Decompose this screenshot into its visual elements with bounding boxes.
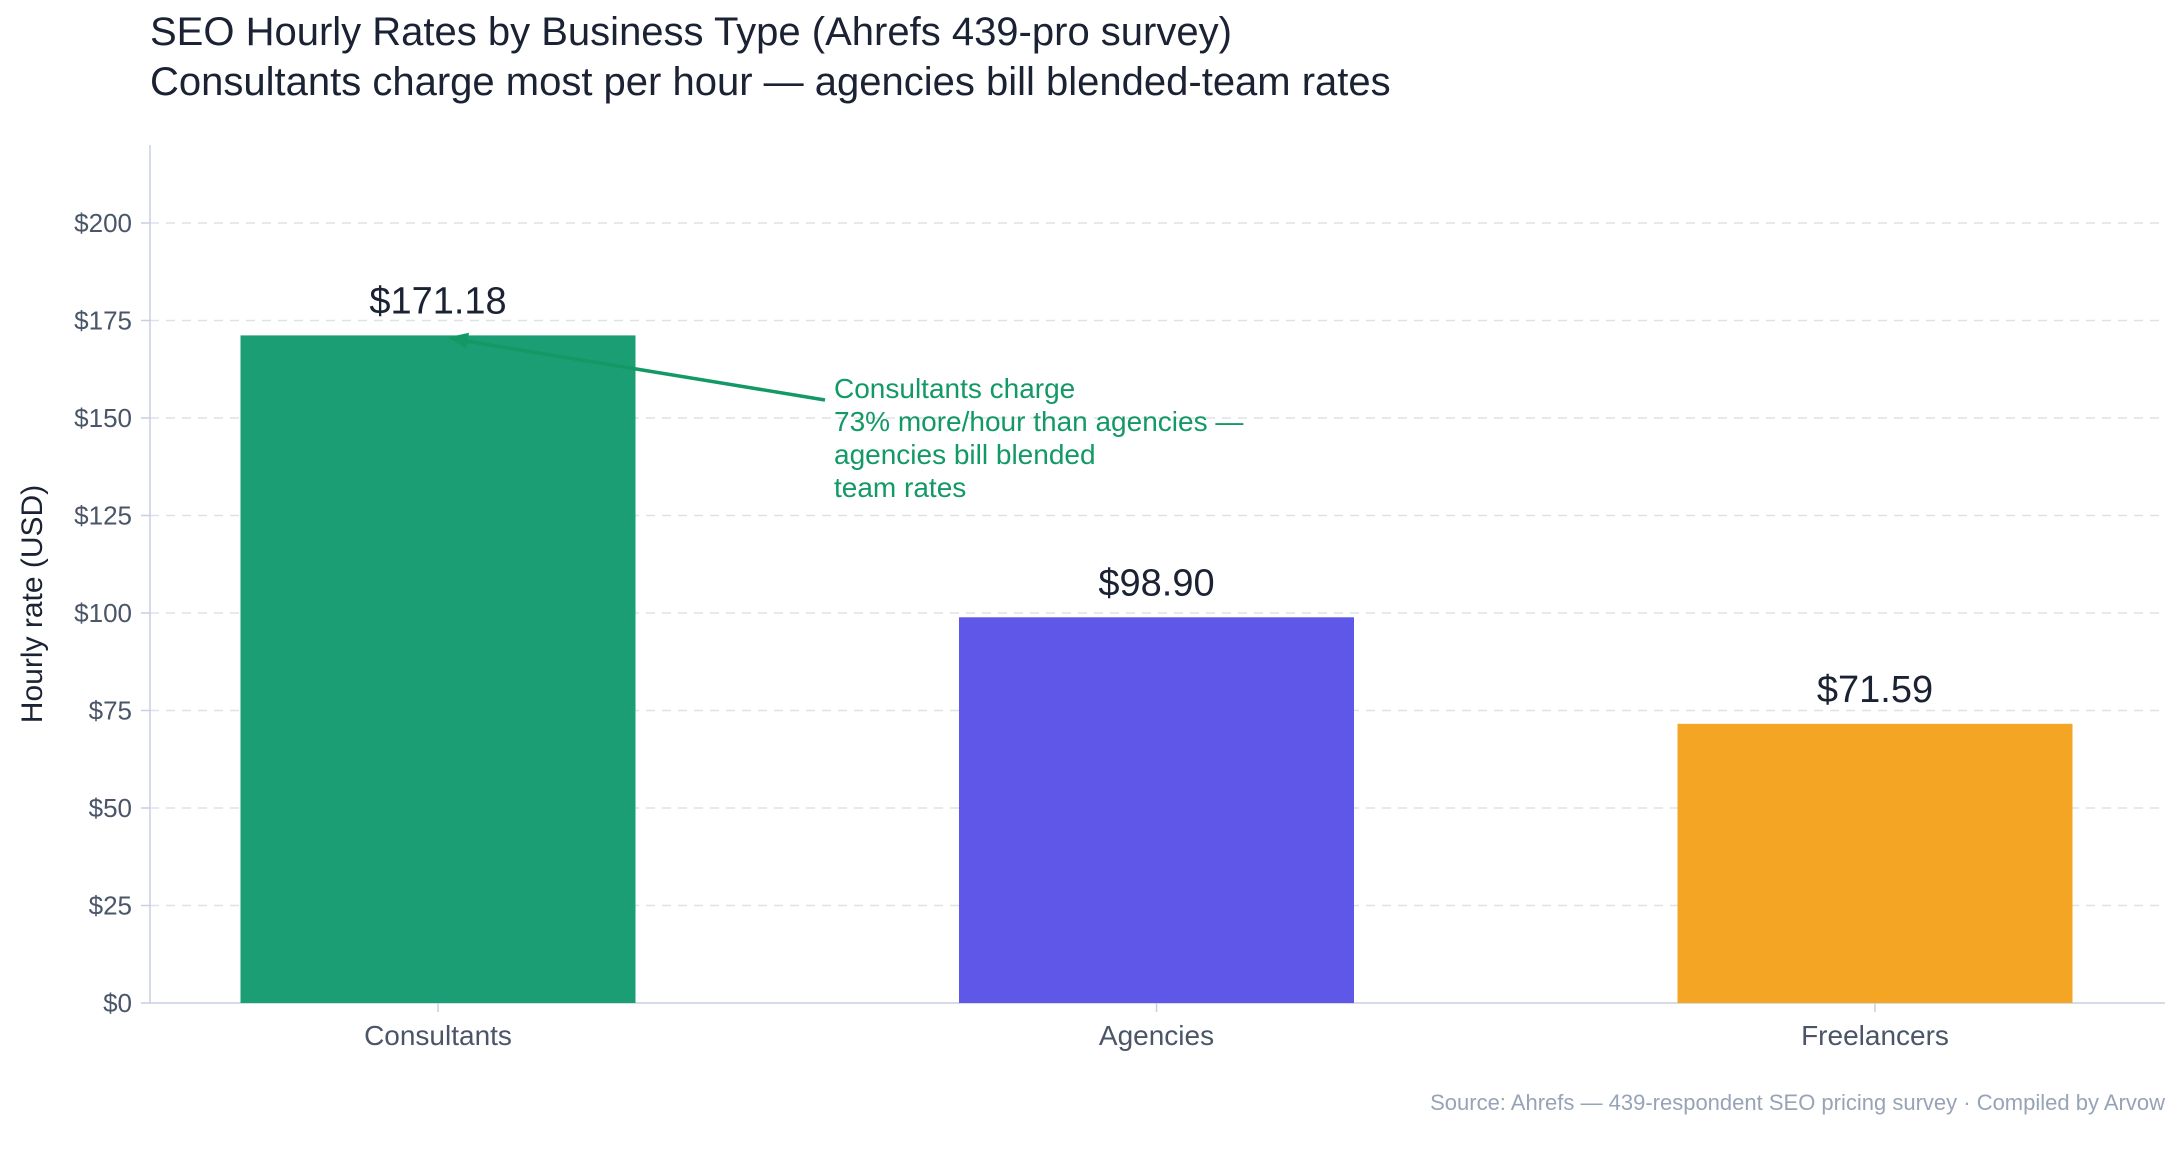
- y-tick-label: $25: [89, 891, 132, 921]
- annotation-arrowhead: [448, 332, 470, 349]
- annotation-arrow-line: [461, 338, 826, 402]
- chart-title: SEO Hourly Rates by Business Type (Ahref…: [150, 10, 1232, 54]
- y-tick-label: $150: [74, 403, 132, 433]
- bar-freelancers: [1677, 723, 2073, 1003]
- x-tick-label: Agencies: [1099, 1020, 1214, 1051]
- source-note: Source: Ahrefs — 439-respondent SEO pric…: [1430, 1090, 2165, 1115]
- annotation-text-line: agencies bill blended: [834, 439, 1096, 470]
- y-tick-label: $0: [103, 988, 132, 1018]
- y-tick-label: $50: [89, 793, 132, 823]
- annotation-text-line: Consultants charge: [834, 373, 1075, 404]
- chart-subtitle: Consultants charge most per hour — agenc…: [150, 60, 1391, 104]
- axes: $0 $25 $50 $75 $100 $125 $150 $175 $200 Hourly ra…: [16, 145, 2165, 1051]
- x-tick-label: Freelancers: [1801, 1020, 1949, 1051]
- bar-consultants: [240, 335, 636, 1003]
- y-axis-label: Hourly rate (USD): [16, 485, 49, 723]
- y-tick-label: $75: [89, 696, 132, 726]
- y-tick-label: $200: [74, 208, 132, 238]
- y-tick-label: $175: [74, 306, 132, 336]
- data-labels: $171.18 $98.90 $71.59: [369, 280, 1933, 710]
- bar-agencies: [959, 617, 1354, 1003]
- annotation-text-line: 73% more/hour than agencies —: [834, 406, 1243, 437]
- value-label: $71.59: [1817, 669, 1933, 711]
- x-tick-label: Consultants: [364, 1020, 512, 1051]
- bars: [240, 335, 2073, 1003]
- y-tick-label: $100: [74, 598, 132, 628]
- value-label: $171.18: [369, 280, 506, 322]
- value-label: $98.90: [1098, 562, 1214, 604]
- y-tick-label: $125: [74, 501, 132, 531]
- annotation-text-line: team rates: [834, 472, 966, 503]
